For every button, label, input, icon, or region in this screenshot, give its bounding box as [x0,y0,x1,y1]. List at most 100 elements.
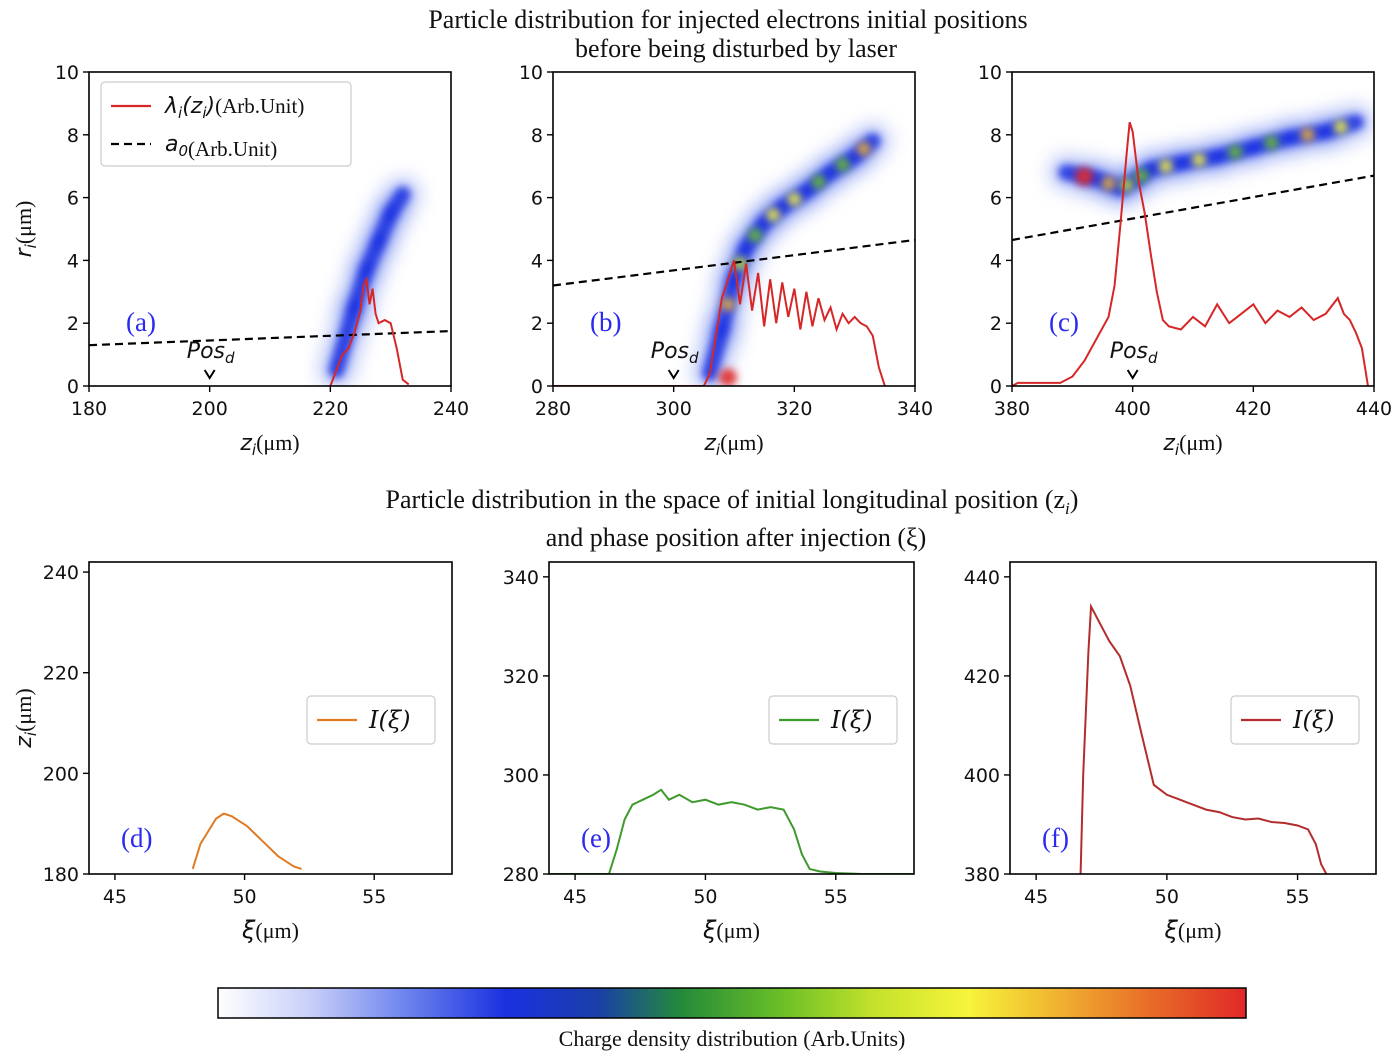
y-tick-label: 420 [964,666,1000,688]
x-axis-label-unit: (μm) [255,918,299,943]
x-tick-label: 400 [1115,398,1151,420]
x-axis-label-symbol: ξ [702,916,717,944]
panel-c: 380 400 420 440 0 2 4 6 8 10 zi(μm) (c) Posd [978,62,1392,459]
x-tick-label: 380 [994,398,1030,420]
pos-d-label: Posd [187,339,235,367]
y-tick-label: 0 [67,376,79,398]
x-axis-label-symbol: ξ [1164,916,1179,944]
pos-d-subscript: d [225,349,235,367]
plot-area [1079,602,1328,874]
density-hot-spot [1101,176,1116,191]
y-tick-label: 0 [531,376,543,398]
x-axis-label-subscript: i [716,441,721,459]
y-tick-label: 440 [964,567,1000,589]
x-tick-label: 55 [824,886,848,908]
x-tick-label: 45 [103,886,127,908]
legend-box [768,695,898,745]
top-title-line2: before being disturbed by laser [575,34,897,63]
colorbar [217,987,1247,1019]
x-axis-label-unit: (μm) [1178,918,1222,943]
y-tick-label: 400 [964,765,1000,787]
y-tick-label: 10 [55,62,79,84]
y-tick-label: 10 [519,62,543,84]
pos-d-arrow [1126,369,1139,380]
x-axis-label-unit: (μm) [716,918,760,943]
y-axis-label-subscript: i [22,731,40,736]
legend-symbol: λ [164,94,178,119]
x-tick-label: 45 [1024,886,1048,908]
x-axis-label-symbol: ξ [241,916,256,944]
density-hot-spot [733,256,748,271]
bottom-title-line1: Particle distribution in the space of in… [386,485,1079,518]
axes-frame [1009,561,1377,875]
axes-frame [88,71,452,387]
legend-arg-subscript: i [202,104,207,122]
panel-a: 180 200 220 2400246810zi(μm)ri(μm)(a)Posdλi… [11,62,469,459]
pos-d-base: Pos [187,339,225,364]
y-tick-label: 6 [531,188,543,210]
panel-b: 280 300 320 340 0 2 4 6 8 10 zi(μm) (b) Posd [519,62,933,459]
y-axis-label: ri(μm) [11,201,40,258]
density-hot-spot [748,228,763,243]
plot-area [89,177,451,386]
x-tick-label: 45 [563,886,587,908]
pos-d-subscript: d [689,349,699,367]
x-tick-label: 340 [897,398,933,420]
x-axis-label-subscript: i [252,441,257,459]
current-curve [1079,602,1328,874]
x-tick-label: 440 [1356,398,1392,420]
y-tick-label: 8 [531,125,543,147]
y-tick-label: 0 [990,376,1002,398]
pos-d-subscript: d [1148,349,1158,367]
x-axis-label: ξ(μm) [702,916,760,944]
legend-arg-close: ) [205,94,216,119]
axes-frame [552,71,916,387]
density-hot-spot [1192,152,1207,167]
y-tick-label: 8 [990,125,1002,147]
pos-d-arrow [667,369,680,380]
panel-label: (e) [581,823,611,853]
bottom-title-line2: and phase position after injection (ξ) [546,523,927,552]
panel-f: 45 50 55 380 400 420 440 ξ(μm) (f) I(ξ) [964,561,1377,944]
top-title-line1: Particle distribution for injected elect… [428,5,1027,34]
x-tick-label: 220 [312,398,348,420]
y-tick-label: 280 [503,864,539,886]
y-tick-label: 4 [990,250,1002,272]
y-tick-label: 10 [978,62,1002,84]
x-tick-label: 50 [1155,886,1179,908]
y-tick-label: 4 [531,250,543,272]
plot-area [553,124,915,386]
x-tick-label: 240 [433,398,469,420]
y-axis-label-unit: (μm) [11,688,36,732]
density-hot [718,141,871,386]
panel-e: 45 50 55 280 300 320 340 ξ(μm) (e) I(ξ) [503,561,915,944]
y-tick-label: 8 [67,125,79,147]
y-axis-label-subscript: i [22,243,40,248]
legend-unit: (Arb.Unit) [188,137,277,161]
x-tick-label: 320 [776,398,812,420]
axes-frame [88,561,453,875]
x-axis-label-symbol: z [703,431,716,456]
current-curve [191,812,302,870]
x-axis-label: zi(μm) [239,430,299,459]
legend-entry: I(ξ) [368,706,410,734]
x-axis-label-symbol: z [1162,431,1175,456]
legend-subscript: 0 [178,142,188,160]
x-tick-label: 55 [1285,886,1309,908]
a0-dashed-line [1012,174,1374,242]
x-axis-label: zi(μm) [703,430,763,459]
panel-label: (a) [126,307,156,337]
panel-label: (f) [1042,823,1069,853]
density-hot-spot [1333,119,1348,134]
current-curve [549,788,914,874]
x-axis-label-unit: (μm) [720,430,764,455]
y-tick-label: 300 [503,765,539,787]
legend-box [306,695,436,745]
density-peak [1075,167,1094,186]
pos-d-base: Pos [651,339,689,364]
pos-d-arrow [203,369,216,380]
density-hot-spot [856,141,871,156]
bottom-title-subscript: i [1065,499,1070,518]
x-tick-label: 50 [232,886,256,908]
